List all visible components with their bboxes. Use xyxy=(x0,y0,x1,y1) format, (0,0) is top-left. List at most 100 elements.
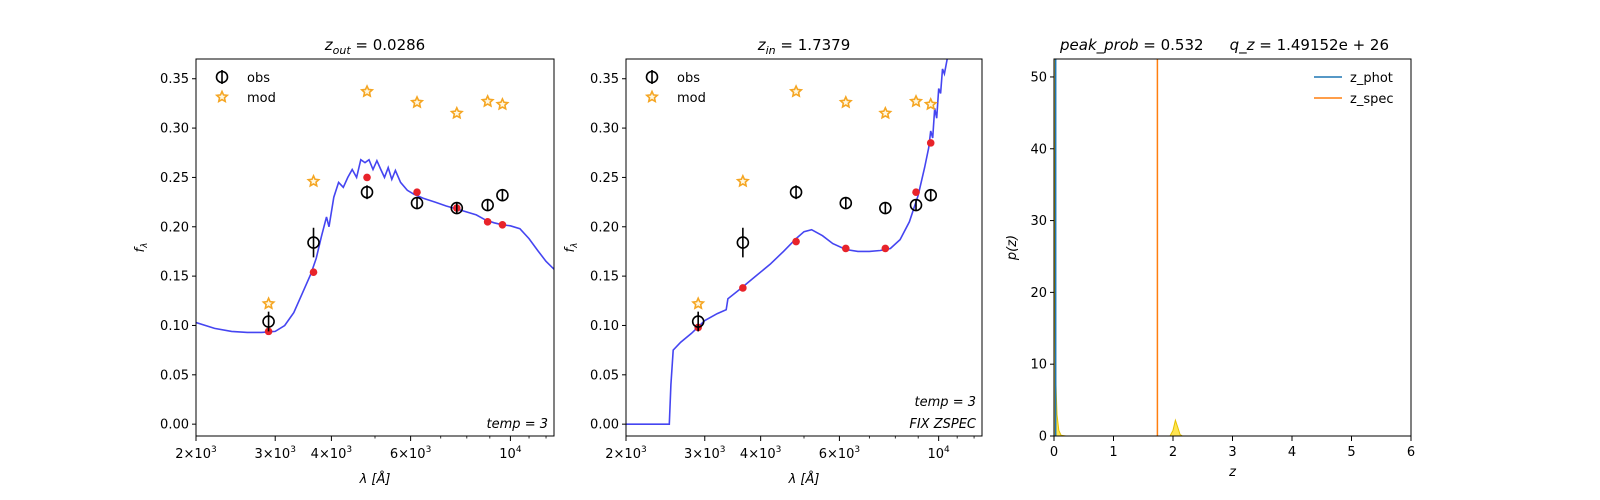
legend: obs mod xyxy=(214,70,276,106)
title-rest: = 1.7379 xyxy=(776,36,851,54)
model-point xyxy=(363,173,371,182)
obs-point xyxy=(789,185,803,199)
x-axis-label: λ [Å] xyxy=(359,471,391,487)
obs-point xyxy=(736,236,750,249)
x-tick-label: 4×103 xyxy=(311,445,352,462)
y-tick-label: 0.10 xyxy=(590,319,619,334)
y-tick-label: 0.20 xyxy=(590,220,619,235)
sed-curve xyxy=(626,59,948,425)
axes-frame xyxy=(625,58,983,437)
y-tick-label: 0.00 xyxy=(590,418,619,433)
legend-mod-marker xyxy=(644,89,660,104)
y-tick-label: 40 xyxy=(1030,142,1047,157)
legend-obs-marker xyxy=(645,70,659,84)
model-point xyxy=(841,244,850,253)
model-point xyxy=(739,284,747,292)
legend-label: mod xyxy=(247,91,276,106)
mod-star xyxy=(735,173,750,188)
mod-star xyxy=(261,296,276,310)
y-tick-label: 0.35 xyxy=(590,72,619,87)
obs-point xyxy=(909,198,923,212)
y-tick-label: 0.30 xyxy=(590,122,619,137)
legend-label: obs xyxy=(247,71,270,86)
model-point xyxy=(264,327,273,336)
x-tick-label: 0 xyxy=(1050,445,1058,460)
panel-sed-zout: 0.00 0.05 0.10 0.15 0.20 0.25 0.30 0.35 2×103 3×1… xyxy=(133,36,555,487)
x-tick-label: 6 xyxy=(1407,445,1415,460)
ticks-group: 0.00 0.05 0.10 0.15 0.20 0.25 0.30 0.35 2×103 3×1… xyxy=(590,72,975,462)
annotation: temp = 3 xyxy=(915,395,976,410)
mod-star xyxy=(306,173,321,188)
obs-point xyxy=(410,196,424,210)
mod-star xyxy=(908,93,924,108)
model-point xyxy=(483,218,492,226)
axes-frame xyxy=(195,58,555,437)
x-tick-label: 2×103 xyxy=(605,445,646,462)
mod-star xyxy=(923,96,938,111)
obs-point xyxy=(481,198,494,212)
y-tick-label: 0.30 xyxy=(160,122,189,137)
y-tick-label: 50 xyxy=(1030,70,1047,85)
y-tick-label: 0.10 xyxy=(160,319,189,334)
ticks-group: 0.00 0.05 0.10 0.15 0.20 0.25 0.30 0.35 2×103 3×1… xyxy=(160,72,547,462)
x-axis-label: z xyxy=(1228,465,1237,480)
obs-point xyxy=(307,236,320,249)
title-rest: = 0.0286 xyxy=(351,36,426,54)
mod-star xyxy=(838,94,853,109)
mod-star xyxy=(878,105,893,120)
y-tick-label: 0.25 xyxy=(160,171,189,186)
title-part: = 0.532 xyxy=(1139,36,1204,54)
annotation: temp = 3 xyxy=(487,417,548,432)
pdf-group xyxy=(1054,59,1352,436)
y-tick-label: 0.15 xyxy=(590,270,619,285)
legend-mod-marker xyxy=(214,89,230,104)
title-var: z xyxy=(757,36,767,54)
legend-label: mod xyxy=(677,91,706,106)
obs-point xyxy=(450,201,464,215)
y-tick-label: 0.25 xyxy=(590,171,619,186)
y-tick-label: 0.15 xyxy=(160,270,189,285)
mod-star xyxy=(359,84,375,98)
chart-title: peak_prob = 0.532 q_z = 1.49152e + 26 xyxy=(1059,36,1389,55)
axes-frame xyxy=(1053,58,1412,437)
chart-title: zout = 0.0286 xyxy=(324,36,425,57)
y-tick-label: 30 xyxy=(1030,214,1047,229)
obs-point xyxy=(496,188,509,202)
mod-star xyxy=(480,93,495,108)
x-tick-label: 1 xyxy=(1109,445,1117,460)
model-point xyxy=(881,244,890,253)
mod-star xyxy=(449,105,464,120)
x-tick-label: 6×103 xyxy=(819,445,860,462)
legend-label: z_spec xyxy=(1350,92,1394,107)
x-axis-label: λ [Å] xyxy=(788,471,820,487)
sed-curve-group xyxy=(626,59,948,425)
x-tick-label: 104 xyxy=(499,445,522,462)
y-tick-label: 0.20 xyxy=(160,220,189,235)
marks-group xyxy=(691,84,938,332)
legend-label: z_phot xyxy=(1350,71,1393,86)
pdf-fill xyxy=(1054,59,1352,436)
chart-title: zin = 1.7379 xyxy=(757,36,851,57)
title-var: z xyxy=(324,36,334,54)
y-tick-label: 0.05 xyxy=(590,368,619,383)
mod-star xyxy=(409,94,425,109)
panel-sed-zin: 0.00 0.05 0.10 0.15 0.20 0.25 0.30 0.35 2×103 3×1… xyxy=(563,36,983,487)
x-tick-label: 3 xyxy=(1228,445,1236,460)
obs-point xyxy=(691,315,705,328)
annotation: FIX ZSPEC xyxy=(909,417,977,432)
mod-star xyxy=(495,96,510,111)
marks-group xyxy=(261,84,510,336)
legend-obs-marker xyxy=(215,70,229,84)
sed-curve-group xyxy=(196,158,554,334)
ticks-group: 0 10 20 30 40 50 0 1 2 3 4 5 6 xyxy=(1030,70,1415,460)
x-tick-label: 2×103 xyxy=(175,445,216,462)
legend: obs mod xyxy=(644,70,706,106)
y-tick-label: 0.05 xyxy=(160,368,189,383)
obs-point xyxy=(924,188,938,202)
legend: z_phot z_spec xyxy=(1314,71,1394,107)
legend-label: obs xyxy=(677,71,700,86)
sed-curve xyxy=(196,158,554,334)
obs-point xyxy=(839,196,853,210)
mod-star xyxy=(691,296,706,310)
